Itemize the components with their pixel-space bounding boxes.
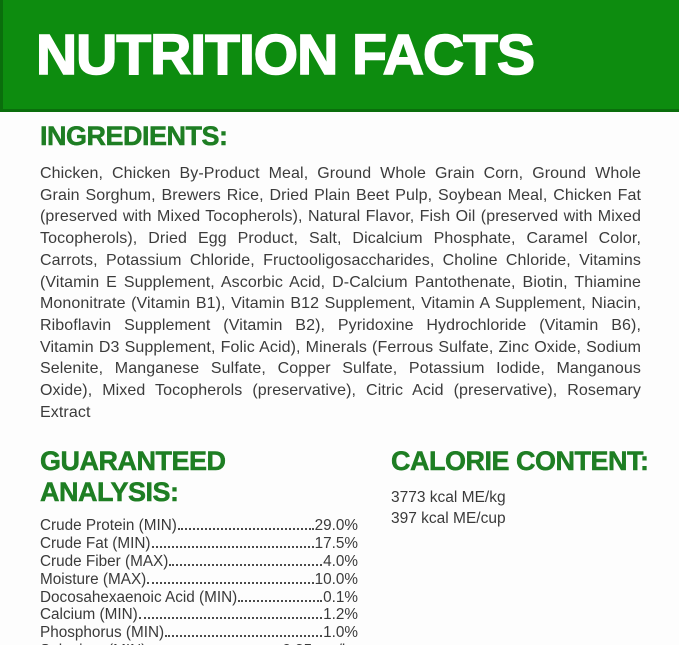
analysis-row-value: 4.0% <box>323 553 358 571</box>
analysis-row: Phosphorus (MIN) 1.0% <box>40 624 358 642</box>
dotted-leader <box>169 564 323 567</box>
label-content: INGREDIENTS: Chicken, Chicken By-Product… <box>0 112 679 645</box>
page-title: NUTRITION FACTS <box>35 22 536 88</box>
analysis-row-label: Calcium (MIN) <box>40 606 138 624</box>
analysis-row-value: 0.35 mg/kg <box>282 642 358 645</box>
ingredients-heading: INGREDIENTS: <box>40 121 229 152</box>
analysis-row-label: Moisture (MAX) <box>40 570 147 588</box>
analysis-row-value: 17.5% <box>314 535 358 553</box>
dotted-leader <box>138 617 323 620</box>
guaranteed-analysis-section: GUARANTEED ANALYSIS: Crude Protein (MIN)… <box>40 446 358 645</box>
analysis-row-value: 1.2% <box>323 606 358 624</box>
guaranteed-analysis-table: Crude Protein (MIN) 29.0% Crude Fat (MIN… <box>40 517 358 645</box>
dotted-leader <box>165 635 323 638</box>
guaranteed-analysis-heading: GUARANTEED ANALYSIS: <box>40 446 227 508</box>
header-band: NUTRITION FACTS <box>0 0 679 112</box>
calorie-values: 3773 kcal ME/kg 397 kcal ME/cup <box>391 487 649 529</box>
analysis-row: Crude Protein (MIN) 29.0% <box>40 517 358 535</box>
analysis-row-label: Crude Protein (MIN) <box>40 517 177 535</box>
calorie-value-per-kg: 3773 kcal ME/kg <box>391 489 506 507</box>
analysis-columns: GUARANTEED ANALYSIS: Crude Protein (MIN)… <box>40 446 649 645</box>
analysis-row-value: 10.0% <box>314 570 358 588</box>
analysis-row-label: Phosphorus (MIN) <box>40 624 165 642</box>
analysis-row-label: Docosahexaenoic Acid (MIN) <box>40 588 238 606</box>
analysis-row-label: Crude Fat (MIN) <box>40 535 151 553</box>
analysis-row-value: 1.0% <box>323 624 358 642</box>
calorie-content-section: CALORIE CONTENT: 3773 kcal ME/kg 397 kca… <box>391 446 649 529</box>
analysis-row-value: 29.0% <box>314 517 358 535</box>
analysis-row: Crude Fat (MIN) 17.5% <box>40 535 358 553</box>
analysis-row: Docosahexaenoic Acid (MIN) 0.1% <box>40 589 358 607</box>
dotted-leader <box>151 546 314 549</box>
calorie-content-heading: CALORIE CONTENT: <box>391 446 649 477</box>
dotted-leader <box>147 581 314 584</box>
analysis-row-label: Crude Fiber (MAX) <box>40 553 169 571</box>
ingredients-text: Chicken, Chicken By-Product Meal, Ground… <box>40 165 641 421</box>
calorie-value-per-cup: 397 kcal ME/cup <box>391 510 506 528</box>
analysis-row: Moisture (MAX) 10.0% <box>40 571 358 589</box>
dotted-leader <box>177 528 314 531</box>
analysis-row-label: Selenium (MIN) <box>40 642 146 645</box>
analysis-row: Selenium (MIN) 0.35 mg/kg <box>40 642 358 645</box>
analysis-row-value: 0.1% <box>323 588 358 606</box>
analysis-row: Calcium (MIN) 1.2% <box>40 606 358 624</box>
analysis-row: Crude Fiber (MAX) 4.0% <box>40 553 358 571</box>
dotted-leader <box>238 599 323 602</box>
